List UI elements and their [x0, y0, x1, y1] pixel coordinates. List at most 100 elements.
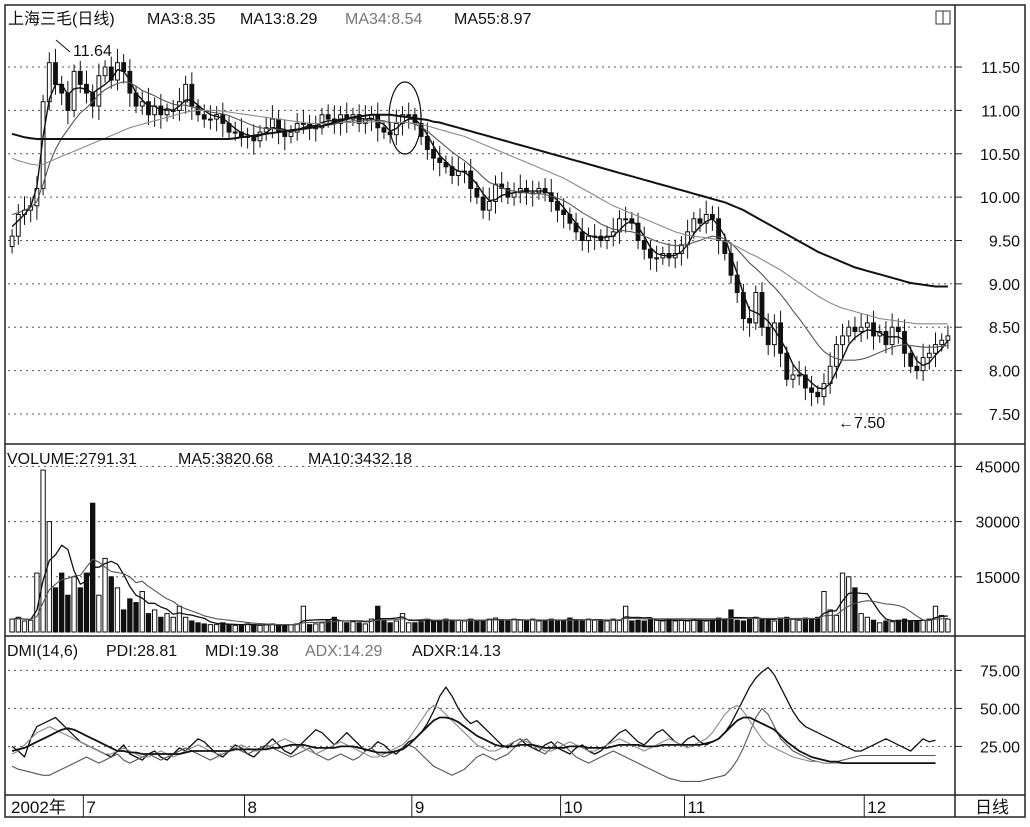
price-tick-label: 11.00 [981, 103, 1020, 120]
volume-bar-up [263, 624, 269, 633]
candle-up [207, 118, 213, 121]
volume-bar-down [474, 619, 480, 633]
volume-bar-up [889, 621, 895, 633]
volume-bar-down [715, 617, 722, 633]
volume-bar-down [505, 620, 511, 633]
volume-bar-down [201, 623, 207, 633]
volume-bar-down [120, 609, 127, 633]
volume-bar-down [895, 619, 901, 633]
volume-bar-up [591, 619, 598, 633]
candle-up [617, 218, 622, 233]
window-toggle-icon[interactable] [935, 10, 951, 25]
price-tick-label: 9.00 [989, 277, 1020, 294]
candle-up [691, 218, 697, 233]
candle-up [9, 235, 15, 248]
volume-bar-down [815, 616, 821, 633]
volume-bar-down [158, 616, 164, 633]
volume-bar-up [517, 619, 523, 633]
volume-bar-up [288, 624, 294, 633]
x-tick-labels: 2002年 7 8 9 10 11 12 [11, 795, 886, 817]
volume-bar-down [666, 618, 672, 633]
stock-name-title: 上海三毛(日线) [8, 10, 115, 28]
candle-up [263, 127, 269, 133]
candle-up [232, 131, 238, 134]
volume-bar-down [430, 620, 437, 633]
volume-bar-up [9, 618, 15, 633]
volume-bar-up [585, 618, 592, 633]
volume-bar-up [164, 613, 170, 633]
volume-plot [9, 469, 951, 633]
volume-bar-down [629, 620, 635, 633]
volume-bar-down [908, 621, 914, 633]
candle-down [759, 292, 765, 328]
volume-bar-down [418, 621, 424, 633]
highlight-ellipse [388, 81, 422, 155]
candle-up [40, 101, 46, 189]
volume-bar-down [238, 624, 245, 633]
price-tick-label: 7.50 [989, 407, 1020, 424]
volume-bar-down [759, 618, 765, 633]
price-ma3-line [11, 68, 949, 390]
price-tick-label: 10.50 [980, 147, 1020, 164]
candle-up [623, 218, 629, 221]
candle-down [77, 70, 83, 85]
volume-bar-up [71, 576, 77, 633]
volume-bar-down [499, 619, 505, 633]
candle-up [96, 75, 102, 107]
volume-bar-up [796, 619, 802, 633]
price-ma13-line [11, 81, 948, 361]
candle-up [586, 235, 591, 242]
volume-bar-down [579, 620, 585, 633]
volume-bar-up [926, 618, 932, 633]
volume-bar-down [523, 620, 530, 633]
volume-bar-up [232, 624, 238, 633]
volume-bar-down [189, 620, 195, 633]
volume-bar-down [437, 619, 443, 633]
candle-up [833, 344, 839, 367]
volume-bar-down [641, 620, 647, 633]
volume-bar-up [362, 623, 369, 633]
volume-bar-up [455, 619, 461, 633]
volume-bar-up [864, 616, 871, 633]
price-tick-label: 8.00 [989, 364, 1020, 381]
candle-up [183, 83, 189, 103]
x-tick-label: 7 [86, 798, 95, 817]
ma3-label: MA3:8.35 [147, 11, 216, 28]
candle-up [269, 118, 275, 129]
volume-bar-up [139, 591, 145, 633]
candle-up [703, 213, 709, 224]
volume-bar-down [901, 618, 908, 633]
volume-bar-up [486, 618, 492, 633]
candle-down [908, 352, 914, 367]
volume-bar-down [387, 622, 393, 633]
volume-bar-up [114, 587, 121, 633]
candle-up [139, 101, 145, 107]
candle-down [784, 352, 790, 380]
volume-bar-down [145, 613, 152, 633]
volume-bar-down [424, 618, 430, 633]
candle-down [121, 62, 127, 72]
candle-down [852, 326, 858, 333]
volume-bar-up [337, 620, 344, 633]
volume-bar-down [306, 624, 313, 633]
candle-down [747, 318, 753, 324]
volume-bar-down [554, 620, 561, 633]
candle-down [635, 222, 641, 242]
volume-bar-up [182, 616, 189, 633]
volume-bar-up [771, 620, 778, 633]
volume-bar-down [697, 619, 703, 633]
volume-bar-down [746, 618, 753, 633]
volume-bar-up [536, 620, 542, 633]
volume-tick-label: 45000 [976, 459, 1021, 476]
candle-down [201, 114, 207, 120]
volume-bar-up [300, 605, 307, 633]
volume-bar-down [560, 620, 567, 633]
volume-bar-up [790, 618, 796, 633]
candle-down [282, 131, 288, 137]
volume-bar-down [567, 617, 573, 633]
candle-up [796, 374, 802, 377]
volume-bar-down [83, 572, 90, 633]
candle-up [846, 326, 852, 337]
volume-bar-down [802, 617, 809, 633]
volume-bar-down [635, 619, 641, 633]
